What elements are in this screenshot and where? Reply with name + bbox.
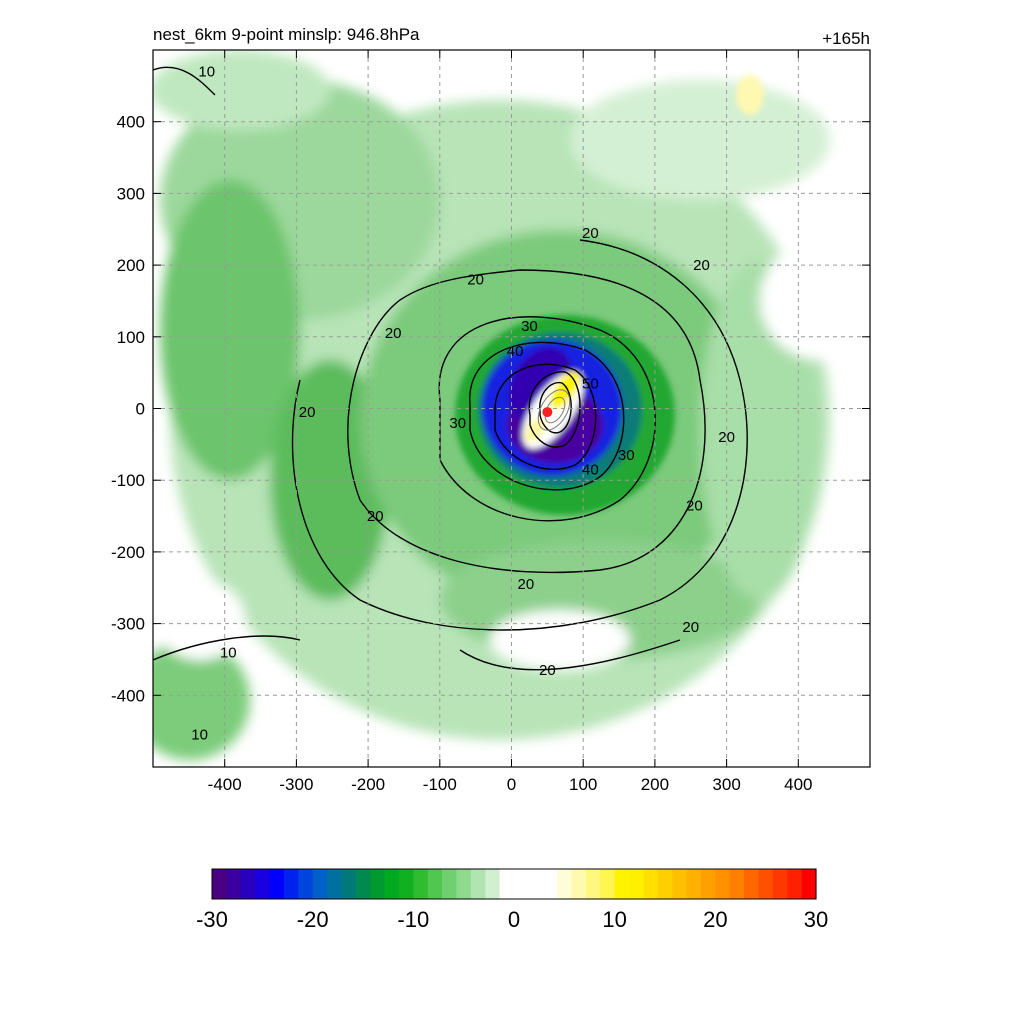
contour-label: 50: [582, 375, 599, 392]
colorbar-tick-label: -30: [196, 907, 228, 932]
colorbar-swatch: [571, 869, 587, 899]
colorbar-swatch: [327, 869, 343, 899]
contour-label: 30: [449, 415, 466, 432]
colorbar-swatch: [528, 869, 544, 899]
colorbar-swatch: [557, 869, 573, 899]
x-axis: -400 -300 -200 -100 0 100 200 300 400: [208, 50, 812, 794]
colorbar-swatch: [384, 869, 400, 899]
x-tick-label: -200: [351, 775, 385, 794]
colorbar-swatch: [312, 869, 328, 899]
colorbar-swatch: [585, 869, 601, 899]
colorbar-swatch: [298, 869, 314, 899]
colorbar-swatch: [370, 869, 386, 899]
colorbar-swatch: [657, 869, 673, 899]
colorbar-frame: [211, 868, 817, 900]
y-tick-label: 100: [117, 328, 145, 347]
contour-label: 10: [220, 644, 237, 661]
colorbar-swatch: [470, 869, 486, 899]
colorbar-swatch: [758, 869, 774, 899]
colorbar-swatch: [283, 869, 299, 899]
colorbar: [211, 868, 817, 900]
y-tick-label: 200: [117, 256, 145, 275]
colorbar-tick-label: 10: [602, 907, 626, 932]
x-tick-label: 0: [507, 775, 516, 794]
contour-label: 30: [521, 318, 538, 335]
colorbar-swatch: [672, 869, 688, 899]
y-tick-label: -100: [111, 471, 145, 490]
chart-title-left: nest_6km 9-point minslp: 946.8hPa: [153, 25, 420, 44]
x-tick-label: 100: [569, 775, 597, 794]
colorbar-tick-label: -10: [397, 907, 429, 932]
y-tick-label: 0: [136, 400, 145, 419]
colorbar-swatch: [413, 869, 429, 899]
colorbar-swatch: [212, 869, 227, 899]
colorbar-swatch: [341, 869, 357, 899]
contour-label: 20: [517, 576, 534, 593]
colorbar-tick-label: 0: [508, 907, 520, 932]
contour-label: 20: [367, 508, 384, 525]
x-tick-label: -300: [279, 775, 313, 794]
contour-label: 10: [191, 727, 208, 744]
colorbar-swatch: [686, 869, 702, 899]
x-tick-label: -100: [423, 775, 457, 794]
y-tick-label: -400: [111, 686, 145, 705]
contour-label: 20: [686, 497, 703, 514]
y-tick-label: 300: [117, 184, 145, 203]
x-tick-label: 300: [712, 775, 740, 794]
storm-center-marker: [542, 407, 553, 418]
contour-label: 10: [198, 64, 215, 81]
colorbar-tick-label: 20: [703, 907, 727, 932]
chart-title-right: +165h: [822, 29, 870, 48]
colorbar-swatch: [514, 869, 529, 899]
colorbar-swatch: [226, 869, 242, 899]
colorbar-swatch: [700, 869, 716, 899]
y-tick-label: 400: [117, 113, 145, 132]
colorbar-swatch: [600, 869, 616, 899]
contour-label: 40: [582, 461, 599, 478]
contour-label: 20: [539, 662, 556, 679]
colorbar-swatch: [499, 869, 515, 899]
colorbar-swatch: [801, 869, 817, 899]
colorbar-swatch: [255, 869, 271, 899]
contour-label: 20: [682, 619, 699, 636]
contour-label: 20: [385, 325, 402, 342]
contour-label: 20: [582, 225, 599, 242]
colorbar-swatch: [643, 869, 659, 899]
contour-label: 20: [693, 257, 710, 274]
x-tick-label: -400: [208, 775, 242, 794]
colorbar-ticks: -30 -20 -10 0 10 20 30: [196, 907, 828, 932]
colorbar-swatch: [629, 869, 645, 899]
colorbar-swatch: [744, 869, 760, 899]
colorbar-swatch: [485, 869, 501, 899]
y-tick-label: -200: [111, 543, 145, 562]
contour-label: 20: [467, 271, 484, 288]
x-tick-label: 200: [641, 775, 669, 794]
contour-label: 40: [507, 343, 524, 360]
colorbar-swatch: [456, 869, 472, 899]
colorbar-swatch: [240, 869, 256, 899]
colorbar-swatch: [542, 869, 558, 899]
colorbar-swatch: [614, 869, 630, 899]
shaded-field: [153, 50, 870, 767]
colorbar-swatch: [715, 869, 731, 899]
colorbar-tick-label: -20: [297, 907, 329, 932]
y-tick-label: -300: [111, 615, 145, 634]
colorbar-swatch: [427, 869, 443, 899]
colorbar-swatch: [269, 869, 285, 899]
contour-label: 20: [718, 429, 735, 446]
contour-label: 20: [299, 404, 316, 421]
colorbar-swatch: [787, 869, 803, 899]
x-tick-label: 400: [784, 775, 812, 794]
colorbar-swatch: [772, 869, 788, 899]
colorbar-swatch: [442, 869, 458, 899]
colorbar-swatch: [729, 869, 745, 899]
colorbar-swatch: [398, 869, 414, 899]
colorbar-swatch: [355, 869, 371, 899]
contour-label: 30: [618, 447, 635, 464]
contour-labels: 10 10 10 20 20 20 20 20 20 20 20 20 20 20 30 30 30 40 40 50: [191, 64, 735, 744]
colorbar-tick-label: 30: [804, 907, 828, 932]
y-axis: 400 300 200 100 0 -100 -200 -300 -400: [111, 113, 870, 705]
